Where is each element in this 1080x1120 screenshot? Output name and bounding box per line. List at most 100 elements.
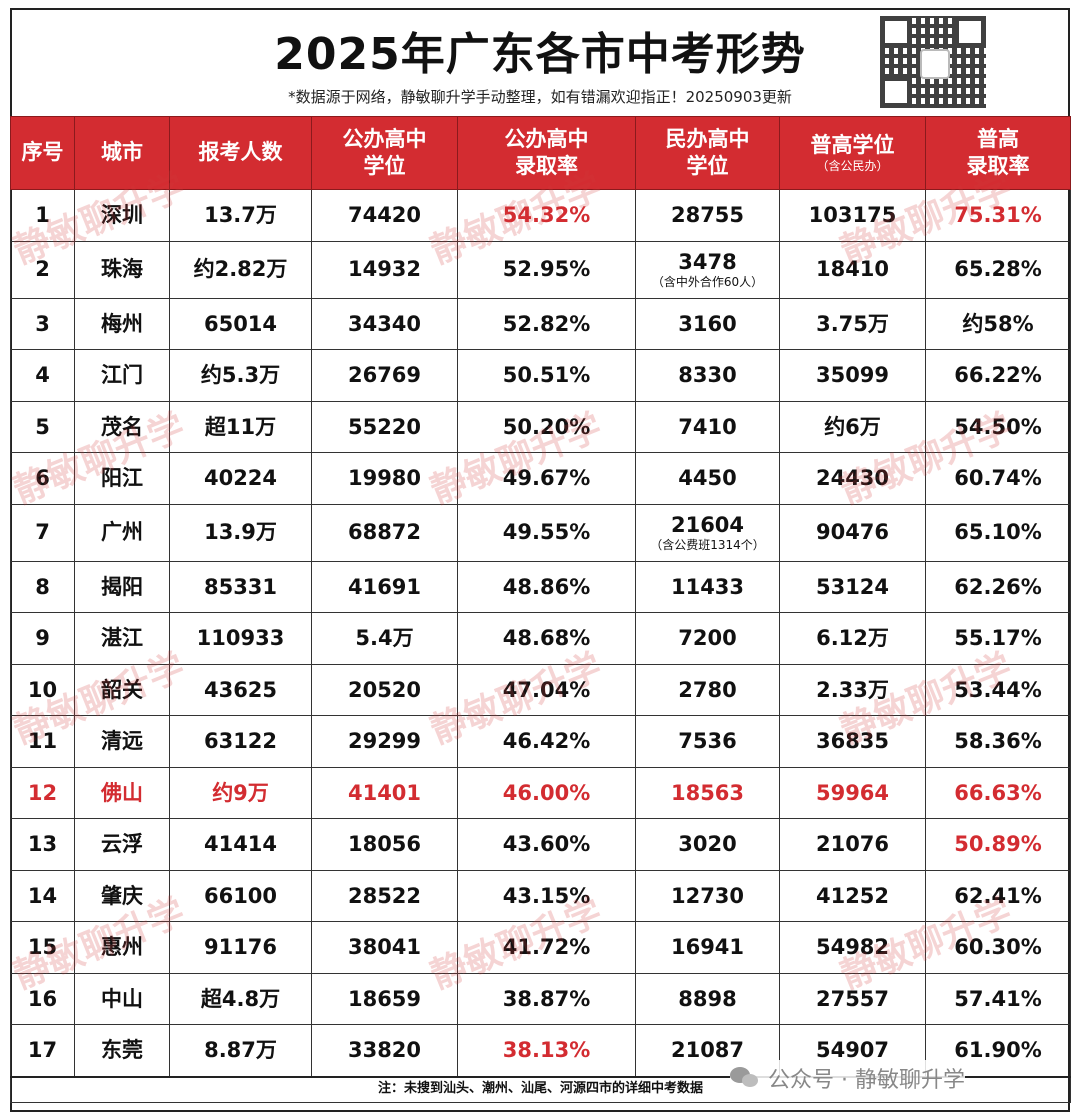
cell-no: 8 [10,560,75,613]
cell-total-seats: 103175 [779,189,926,242]
cell-applicants: 66100 [169,869,312,922]
cell-city: 惠州 [74,921,170,974]
cell-no: 16 [10,972,75,1025]
cell-applicants: 65014 [169,297,312,350]
cell-pri-seats: 3020 [635,818,780,871]
cell-city: 清远 [74,715,170,768]
cell-pri-seats: 21604 （含公费班1314个） [635,503,780,562]
cell-total-seats: 41252 [779,869,926,922]
cell-applicants: 8.87万 [169,1024,312,1077]
column-header: 报考人数 [169,116,312,190]
cell-pub-seats: 14932 [311,240,458,299]
cell-applicants: 43625 [169,663,312,716]
cell-total-seats: 35099 [779,349,926,402]
cell-pri-seats: 3478 （含中外合作60人） [635,240,780,299]
cell-city: 广州 [74,503,170,562]
cell-pub-seats: 68872 [311,503,458,562]
cell-pub-rate: 52.95% [457,240,636,299]
cell-total-rate: 约58% [925,297,1071,350]
admission-table: 序号 城市 报考人数 公办高中 学位 公办高中 录取率 民办高中 学位 普高学位 （含公民办） 普高录… [10,116,1071,1103]
page-subtitle: *数据源于网络，静敏聊升学手动整理，如有错漏欢迎指正！20250903更新 [288,88,792,106]
column-header: 城市 [74,116,170,190]
cell-pub-rate: 43.15% [457,869,636,922]
cell-no: 1 [10,189,75,242]
cell-pri-seats: 8898 [635,972,780,1025]
cell-total-seats: 18410 [779,240,926,299]
table-row: 13 云浮 41414 18056 43.60% 3020 21076 50.89% [10,818,1071,871]
cell-no: 14 [10,869,75,922]
cell-city: 东莞 [74,1024,170,1077]
cell-total-rate: 54.50% [925,400,1071,453]
column-header: 普高学位 （含公民办） [779,116,926,190]
cell-total-seats: 27557 [779,972,926,1025]
cell-pri-seats: 16941 [635,921,780,974]
table-row: 1 深圳 13.7万 74420 54.32% 28755 103175 75.31% [10,189,1071,242]
cell-applicants: 40224 [169,452,312,505]
cell-total-rate: 66.22% [925,349,1071,402]
cell-total-rate: 50.89% [925,818,1071,871]
cell-pub-rate: 47.04% [457,663,636,716]
cell-pub-rate: 50.20% [457,400,636,453]
cell-city: 珠海 [74,240,170,299]
cell-total-seats: 约6万 [779,400,926,453]
table-row: 11 清远 63122 29299 46.42% 7536 36835 58.36% [10,715,1071,768]
cell-total-seats: 90476 [779,503,926,562]
cell-city: 茂名 [74,400,170,453]
cell-no: 4 [10,349,75,402]
cell-pub-seats: 74420 [311,189,458,242]
cell-total-seats: 3.75万 [779,297,926,350]
cell-total-rate: 62.26% [925,560,1071,613]
cell-applicants: 超4.8万 [169,972,312,1025]
cell-applicants: 约5.3万 [169,349,312,402]
cell-total-seats: 21076 [779,818,926,871]
cell-city: 中山 [74,972,170,1025]
cell-city: 佛山 [74,766,170,819]
table-row: 14 肇庆 66100 28522 43.15% 12730 41252 62.41% [10,869,1071,922]
cell-pub-seats: 33820 [311,1024,458,1077]
cell-total-seats: 24430 [779,452,926,505]
table-row: 8 揭阳 85331 41691 48.86% 11433 53124 62.26% [10,560,1071,613]
cell-total-seats: 59964 [779,766,926,819]
table-row: 7 广州 13.9万 68872 49.55% 21604 （含公费班1314个） 90476… [10,503,1071,562]
cell-city: 云浮 [74,818,170,871]
cell-pub-seats: 55220 [311,400,458,453]
cell-no: 5 [10,400,75,453]
cell-total-seats: 36835 [779,715,926,768]
cell-no: 12 [10,766,75,819]
cell-pub-seats: 34340 [311,297,458,350]
cell-pri-seats: 7200 [635,612,780,665]
cell-total-seats: 53124 [779,560,926,613]
cell-applicants: 110933 [169,612,312,665]
cell-pub-seats: 38041 [311,921,458,974]
cell-applicants: 91176 [169,921,312,974]
cell-total-rate: 65.28% [925,240,1071,299]
cell-city: 肇庆 [74,869,170,922]
cell-applicants: 13.9万 [169,503,312,562]
cell-total-rate: 53.44% [925,663,1071,716]
cell-total-rate: 57.41% [925,972,1071,1025]
table-row: 9 湛江 110933 5.4万 48.68% 7200 6.12万 55.17% [10,612,1071,665]
cell-pri-seats: 2780 [635,663,780,716]
column-header: 公办高中 学位 [311,116,458,190]
cell-total-seats: 54982 [779,921,926,974]
cell-pub-seats: 5.4万 [311,612,458,665]
table-row: 12 佛山 约9万 41401 46.00% 18563 59964 66.63% [10,766,1071,819]
cell-pub-rate: 54.32% [457,189,636,242]
column-header: 普高 录取率 [925,116,1071,190]
qr-code-icon [880,16,986,108]
cell-total-rate: 75.31% [925,189,1071,242]
cell-no: 17 [10,1024,75,1077]
cell-no: 15 [10,921,75,974]
cell-pri-seats: 4450 [635,452,780,505]
cell-note: （含中外合作60人） [651,274,764,289]
cell-no: 10 [10,663,75,716]
table-row: 6 阳江 40224 19980 49.67% 4450 24430 60.74% [10,452,1071,505]
cell-applicants: 约2.82万 [169,240,312,299]
table-row: 15 惠州 91176 38041 41.72% 16941 54982 60.30% [10,921,1071,974]
cell-pub-rate: 48.68% [457,612,636,665]
cell-city: 揭阳 [74,560,170,613]
cell-total-rate: 65.10% [925,503,1071,562]
cell-pub-seats: 19980 [311,452,458,505]
cell-pri-seats: 28755 [635,189,780,242]
cell-city: 梅州 [74,297,170,350]
